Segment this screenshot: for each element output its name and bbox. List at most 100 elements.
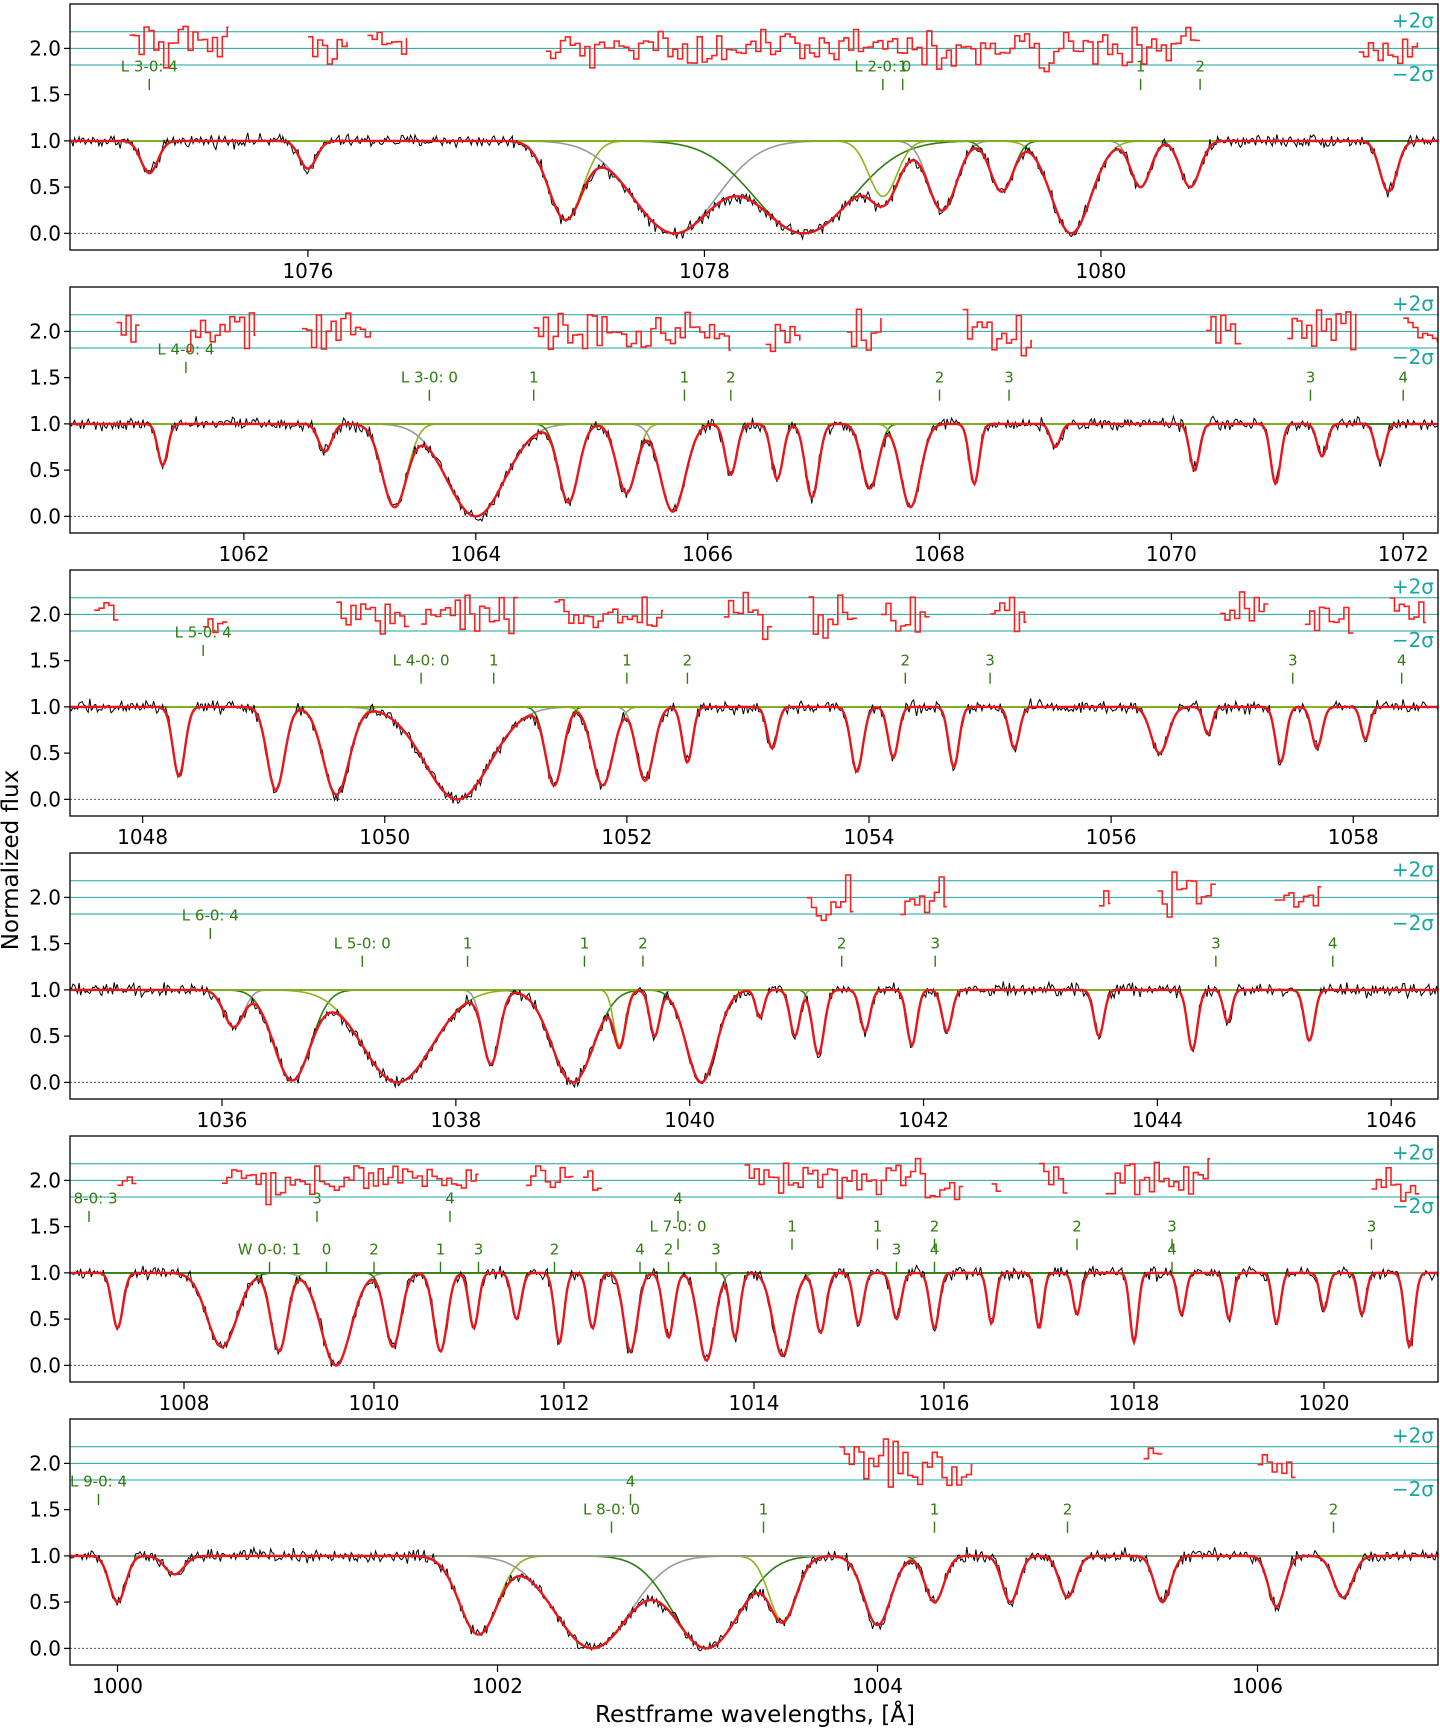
line-id-label: 2 (369, 1240, 379, 1258)
line-id-label: L 8-0: 0 (583, 1500, 640, 1518)
y-tick-label: 0.0 (29, 1353, 61, 1377)
sigma-plus-label: +2σ (1392, 858, 1434, 882)
y-tick-label: 1.5 (29, 366, 61, 390)
line-id-label: 1 (463, 934, 473, 952)
residual-segment (117, 1176, 137, 1187)
line-id-label: 2 (837, 934, 847, 952)
y-tick-label: 2.0 (29, 1168, 61, 1192)
line-id-label: 1 (580, 934, 590, 952)
y-tick-label: 1.5 (29, 649, 61, 673)
residual-segment (991, 1183, 1001, 1192)
x-tick-label: 1048 (117, 825, 168, 849)
line-id-label: 4 (635, 1240, 645, 1258)
x-tick-label: 1068 (914, 542, 965, 566)
panel-frame (69, 286, 1439, 534)
residual-segment (744, 1157, 963, 1201)
line-id-label: 3 (1288, 651, 1298, 669)
residual-segment (765, 323, 801, 353)
y-tick-label: 1.0 (29, 978, 61, 1002)
x-tick-label: 1002 (472, 1674, 523, 1698)
line-id-label: L 4-0: 4 (157, 341, 214, 359)
x-tick-label: 1056 (1086, 825, 1137, 849)
x-tick-label: 1070 (1146, 542, 1197, 566)
y-tick-label: 1.5 (29, 932, 61, 956)
panel-frame (69, 569, 1439, 817)
line-id-label: 1 (489, 651, 499, 669)
observed-spectrum (70, 414, 1438, 523)
residual-segment (526, 1165, 574, 1189)
panel-2: L 4-0: 4 L 3-0: 0 1 1 2 2 3 3 4 0.0 0.5 1.0 1.5 2.0 10… (29, 286, 1439, 566)
residual-segment (554, 596, 664, 629)
line-id-label: 1 (898, 58, 908, 76)
model-fit (70, 139, 1438, 235)
panel-frame (69, 852, 1439, 1100)
residual-segment (962, 308, 1033, 357)
x-tick-label: 1040 (664, 1108, 715, 1132)
sigma-minus-label: −2σ (1392, 628, 1434, 652)
line-id-label: 4 (930, 1240, 940, 1258)
line-id-label: L 7-0: 0 (650, 1217, 707, 1235)
line-id-label: 3 (1306, 368, 1316, 386)
residual-segment (1257, 1454, 1296, 1479)
line-id-label: 2 (1063, 1500, 1073, 1518)
sigma-plus-label: +2σ (1392, 575, 1434, 599)
y-tick-label: 0.5 (29, 175, 61, 199)
line-id-label: L 5-0: 4 (175, 624, 232, 642)
residual-segment (1371, 1167, 1419, 1202)
x-tick-label: 1050 (359, 825, 410, 849)
x-tick-label: 1078 (679, 259, 730, 283)
line-id-label: 4 (1167, 1240, 1177, 1258)
y-tick-label: 1.0 (29, 695, 61, 719)
line-id-label: 1 (759, 1500, 769, 1518)
line-id-label: 3 (1211, 934, 1221, 952)
line-id-label: L 9-0: 4 (70, 1473, 127, 1491)
residual-segment (1157, 871, 1216, 918)
y-tick-label: 2.0 (29, 319, 61, 343)
line-id-label: 1 (680, 368, 690, 386)
sigma-minus-label: −2σ (1392, 1477, 1434, 1501)
residual-segment (94, 602, 119, 621)
line-id-label: 3 (312, 1190, 322, 1208)
y-tick-label: 0.0 (29, 504, 61, 528)
line-id-label: 1 (529, 368, 539, 386)
x-tick-label: 1058 (1328, 825, 1379, 849)
y-tick-label: 0.0 (29, 787, 61, 811)
residual-segment (1287, 309, 1357, 351)
line-id-label: 2 (935, 368, 945, 386)
line-id-label: 1 (787, 1217, 797, 1235)
residual-segment (1206, 314, 1242, 345)
y-tick-label: 0.5 (29, 1307, 61, 1331)
x-tick-label: 1064 (450, 542, 501, 566)
y-tick-label: 0.5 (29, 458, 61, 482)
line-id-label: 1 (436, 1240, 446, 1258)
y-tick-label: 1.0 (29, 1544, 61, 1568)
panel-frame (69, 3, 1439, 251)
line-id-label: 2 (930, 1217, 940, 1235)
residual-segment (808, 594, 857, 639)
sigma-plus-label: +2σ (1392, 1424, 1434, 1448)
residual-segment (900, 876, 947, 916)
line-id-label: 4 (1397, 651, 1407, 669)
panel-4: L 6-0: 4 L 5-0: 0 1 1 2 2 3 3 4 0.0 0.5 1.0 1.5 2.0 10… (29, 852, 1439, 1132)
residual-segment (545, 26, 1201, 73)
residual-segment (1098, 890, 1111, 907)
x-tick-label: 1020 (1299, 1391, 1350, 1415)
observed-spectrum (70, 132, 1438, 241)
residual-segment (129, 25, 229, 69)
line-id-label: L 6-0: 4 (182, 907, 239, 925)
y-tick-label: 1.0 (29, 129, 61, 153)
residual-segment (1389, 597, 1426, 624)
y-tick-label: 1.0 (29, 1261, 61, 1285)
model-fit (70, 988, 1438, 1084)
line-id-label: L 3-0: 4 (121, 58, 178, 76)
x-tick-label: 1010 (349, 1391, 400, 1415)
y-tick-label: 0.5 (29, 741, 61, 765)
residual-segment (421, 594, 518, 635)
residual-segment (806, 874, 854, 922)
sigma-plus-label: +2σ (1392, 1141, 1434, 1165)
panel-3: L 5-0: 4 L 4-0: 0 1 1 2 2 3 3 4 0.0 0.5 1.0 1.5 2.0 10… (29, 569, 1439, 849)
residual-segment (990, 596, 1027, 633)
